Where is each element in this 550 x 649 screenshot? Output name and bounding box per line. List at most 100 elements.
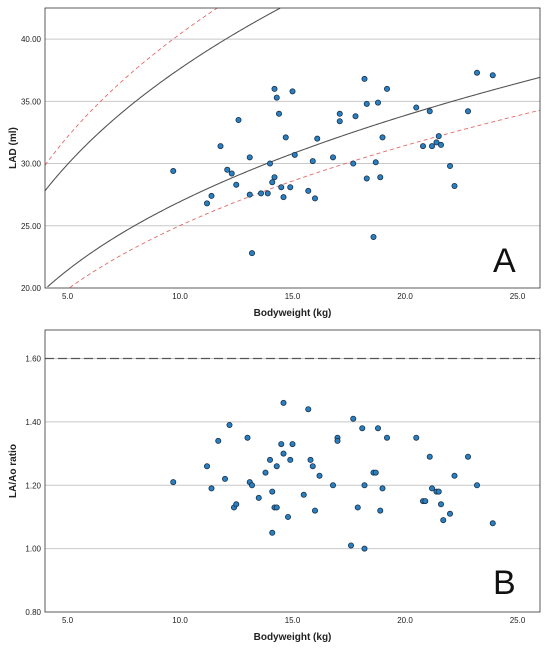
data-point: [280, 450, 287, 457]
data-point: [266, 456, 273, 463]
data-point: [464, 108, 471, 115]
data-point: [437, 501, 444, 508]
data-point: [489, 520, 496, 527]
data-point: [372, 159, 379, 166]
x-tick-label: 5.0: [62, 616, 74, 625]
data-point: [262, 469, 269, 476]
panel-a-plot-frame: [44, 7, 541, 289]
data-point: [374, 425, 381, 432]
data-point: [282, 134, 289, 141]
data-point: [280, 399, 287, 406]
data-point: [269, 488, 276, 495]
x-tick-label: 5.0: [62, 292, 74, 301]
data-point: [269, 179, 276, 186]
panel-a-y-tick-labels: 20.00 25.00 30.00 35.00 40.00: [21, 35, 42, 293]
panel-b-gridlines: [45, 358, 540, 550]
x-tick-label: 10.0: [172, 616, 188, 625]
data-point: [271, 174, 278, 181]
data-point: [291, 151, 298, 158]
data-point: [336, 118, 343, 125]
data-point: [473, 482, 480, 489]
data-point: [233, 501, 240, 508]
data-point: [413, 434, 420, 441]
data-point: [257, 190, 264, 197]
x-tick-label: 25.0: [510, 292, 526, 301]
data-point: [451, 182, 458, 189]
data-point: [275, 110, 282, 117]
data-point: [435, 133, 442, 140]
data-point: [352, 113, 359, 120]
data-point: [203, 200, 210, 207]
solid-reference-curve: [44, 7, 281, 192]
data-point: [228, 170, 235, 177]
panel-b-plot-frame: [44, 329, 541, 613]
data-point: [464, 453, 471, 460]
data-point: [361, 482, 368, 489]
panel-a-reference-curves: [44, 7, 541, 288]
data-point: [347, 542, 354, 549]
data-point: [284, 513, 291, 520]
data-point: [379, 485, 386, 492]
data-point: [305, 187, 312, 194]
y-tick-label: 25.00: [21, 222, 42, 231]
data-point: [305, 406, 312, 413]
data-point: [359, 425, 366, 432]
data-point: [248, 250, 255, 257]
panel-a-y-axis-title: LAD (ml): [8, 127, 19, 169]
data-point: [309, 158, 316, 165]
data-point: [363, 100, 370, 107]
data-point: [246, 191, 253, 198]
data-point: [433, 139, 440, 146]
data-point: [329, 482, 336, 489]
data-point: [437, 141, 444, 148]
y-tick-label: 1.40: [25, 418, 41, 427]
data-point: [446, 510, 453, 517]
data-point: [361, 545, 368, 552]
data-point: [361, 75, 368, 82]
x-tick-label: 20.0: [397, 292, 413, 301]
data-point: [334, 437, 341, 444]
data-point: [413, 104, 420, 111]
data-point: [336, 110, 343, 117]
data-point: [451, 472, 458, 479]
data-point: [278, 441, 285, 448]
data-point: [221, 475, 228, 482]
data-point: [377, 174, 384, 181]
x-tick-label: 15.0: [285, 292, 301, 301]
y-tick-label: 0.80: [25, 608, 41, 617]
data-point: [235, 117, 242, 124]
data-point: [316, 472, 323, 479]
data-point: [289, 88, 296, 95]
x-tick-label: 10.0: [172, 292, 188, 301]
panel-b-x-axis-title: Bodyweight (kg): [254, 632, 332, 643]
y-tick-label: 1.20: [25, 481, 41, 490]
data-point: [289, 441, 296, 448]
data-point: [383, 85, 390, 92]
panel-b-letter: B: [493, 564, 516, 602]
dashed-reference-curve: [44, 7, 218, 166]
data-point: [370, 233, 377, 240]
data-point: [354, 504, 361, 511]
data-point: [428, 485, 435, 492]
panel-b-x-tick-labels: 5.0 10.0 15.0 20.0 25.0: [62, 616, 526, 625]
data-point: [246, 154, 253, 161]
data-point: [428, 143, 435, 150]
x-tick-label: 20.0: [397, 616, 413, 625]
data-point: [278, 184, 285, 191]
data-point: [440, 517, 447, 524]
data-point: [244, 434, 251, 441]
y-tick-label: 35.00: [21, 97, 42, 106]
panel-a-letter: A: [493, 242, 516, 280]
panel-a-gridlines: [45, 38, 540, 227]
data-point: [273, 463, 280, 470]
data-point: [309, 463, 316, 470]
data-point: [377, 507, 384, 514]
data-point: [374, 99, 381, 106]
data-point: [350, 160, 357, 167]
data-point: [300, 491, 307, 498]
data-point: [170, 479, 177, 486]
data-point: [248, 482, 255, 489]
data-point: [311, 195, 318, 202]
y-tick-label: 1.60: [25, 355, 41, 364]
